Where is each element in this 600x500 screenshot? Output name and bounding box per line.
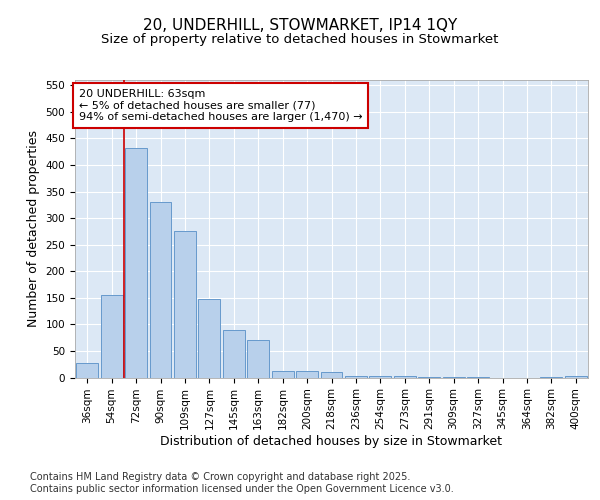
Bar (272, 370, 293, 378)
Bar (76, 362, 98, 378)
Text: Size of property relative to detached houses in Stowmarket: Size of property relative to detached ho… (101, 32, 499, 46)
Bar (565, 376, 587, 378)
Bar (467, 377, 489, 378)
Bar (443, 377, 464, 378)
Bar (296, 371, 318, 378)
Bar (174, 232, 196, 378)
Bar (320, 372, 343, 378)
Bar (125, 148, 147, 378)
Bar (370, 376, 391, 378)
X-axis label: Distribution of detached houses by size in Stowmarket: Distribution of detached houses by size … (161, 435, 503, 448)
Bar (394, 376, 416, 378)
Text: 20 UNDERHILL: 63sqm
← 5% of detached houses are smaller (77)
94% of semi-detache: 20 UNDERHILL: 63sqm ← 5% of detached hou… (79, 89, 362, 122)
Y-axis label: Number of detached properties: Number of detached properties (27, 130, 40, 327)
Bar (223, 330, 245, 378)
Bar (418, 377, 440, 378)
Text: 20, UNDERHILL, STOWMARKET, IP14 1QY: 20, UNDERHILL, STOWMARKET, IP14 1QY (143, 18, 457, 32)
Bar (149, 202, 172, 378)
Bar (541, 377, 562, 378)
Bar (101, 295, 122, 378)
Text: Contains HM Land Registry data © Crown copyright and database right 2025.
Contai: Contains HM Land Registry data © Crown c… (30, 472, 454, 494)
Bar (199, 299, 220, 378)
Bar (247, 340, 269, 378)
Bar (345, 376, 367, 378)
